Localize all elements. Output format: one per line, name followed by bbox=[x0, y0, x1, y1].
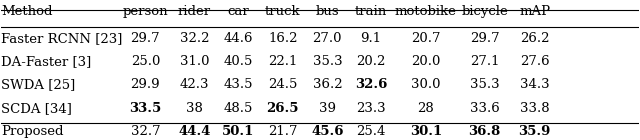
Text: bicycle: bicycle bbox=[461, 5, 508, 18]
Text: 32.2: 32.2 bbox=[180, 32, 209, 45]
Text: 24.5: 24.5 bbox=[268, 79, 298, 91]
Text: truck: truck bbox=[265, 5, 301, 18]
Text: 44.6: 44.6 bbox=[223, 32, 253, 45]
Text: 26.2: 26.2 bbox=[520, 32, 550, 45]
Text: SWDA [25]: SWDA [25] bbox=[1, 79, 76, 91]
Text: rider: rider bbox=[178, 5, 211, 18]
Text: 31.0: 31.0 bbox=[180, 55, 209, 68]
Text: 16.2: 16.2 bbox=[268, 32, 298, 45]
Text: 36.8: 36.8 bbox=[468, 125, 501, 138]
Text: 42.3: 42.3 bbox=[180, 79, 209, 91]
Text: 39: 39 bbox=[319, 102, 336, 115]
Text: 43.5: 43.5 bbox=[223, 79, 253, 91]
Text: Method: Method bbox=[1, 5, 53, 18]
Text: 27.0: 27.0 bbox=[312, 32, 342, 45]
Text: 27.6: 27.6 bbox=[520, 55, 550, 68]
Text: 26.5: 26.5 bbox=[266, 102, 299, 115]
Text: 45.6: 45.6 bbox=[311, 125, 344, 138]
Text: 35.3: 35.3 bbox=[470, 79, 500, 91]
Text: 34.3: 34.3 bbox=[520, 79, 550, 91]
Text: 35.3: 35.3 bbox=[312, 55, 342, 68]
Text: DA-Faster [3]: DA-Faster [3] bbox=[1, 55, 92, 68]
Text: 38: 38 bbox=[186, 102, 203, 115]
Text: 33.8: 33.8 bbox=[520, 102, 550, 115]
Text: 29.7: 29.7 bbox=[470, 32, 500, 45]
Text: 20.7: 20.7 bbox=[411, 32, 440, 45]
Text: 30.1: 30.1 bbox=[410, 125, 442, 138]
Text: 35.9: 35.9 bbox=[518, 125, 551, 138]
Text: 9.1: 9.1 bbox=[360, 32, 381, 45]
Text: 29.7: 29.7 bbox=[131, 32, 160, 45]
Text: 20.0: 20.0 bbox=[411, 55, 440, 68]
Text: 32.6: 32.6 bbox=[355, 79, 387, 91]
Text: 27.1: 27.1 bbox=[470, 55, 499, 68]
Text: Proposed: Proposed bbox=[1, 125, 64, 138]
Text: 48.5: 48.5 bbox=[223, 102, 253, 115]
Text: Faster RCNN [23]: Faster RCNN [23] bbox=[1, 32, 123, 45]
Text: 29.9: 29.9 bbox=[131, 79, 160, 91]
Text: 44.4: 44.4 bbox=[178, 125, 211, 138]
Text: 40.5: 40.5 bbox=[223, 55, 253, 68]
Text: train: train bbox=[355, 5, 387, 18]
Text: car: car bbox=[227, 5, 249, 18]
Text: 28: 28 bbox=[417, 102, 434, 115]
Text: person: person bbox=[123, 5, 168, 18]
Text: 36.2: 36.2 bbox=[312, 79, 342, 91]
Text: 20.2: 20.2 bbox=[356, 55, 386, 68]
Text: 22.1: 22.1 bbox=[268, 55, 298, 68]
Text: 25.0: 25.0 bbox=[131, 55, 160, 68]
Text: bus: bus bbox=[316, 5, 339, 18]
Text: 33.5: 33.5 bbox=[129, 102, 161, 115]
Text: 30.0: 30.0 bbox=[411, 79, 440, 91]
Text: 50.1: 50.1 bbox=[222, 125, 254, 138]
Text: mAP: mAP bbox=[519, 5, 550, 18]
Text: 23.3: 23.3 bbox=[356, 102, 386, 115]
Text: 21.7: 21.7 bbox=[268, 125, 298, 138]
Text: 25.4: 25.4 bbox=[356, 125, 386, 138]
Text: 32.7: 32.7 bbox=[131, 125, 160, 138]
Text: motobike: motobike bbox=[395, 5, 457, 18]
Text: 33.6: 33.6 bbox=[470, 102, 500, 115]
Text: SCDA [34]: SCDA [34] bbox=[1, 102, 72, 115]
